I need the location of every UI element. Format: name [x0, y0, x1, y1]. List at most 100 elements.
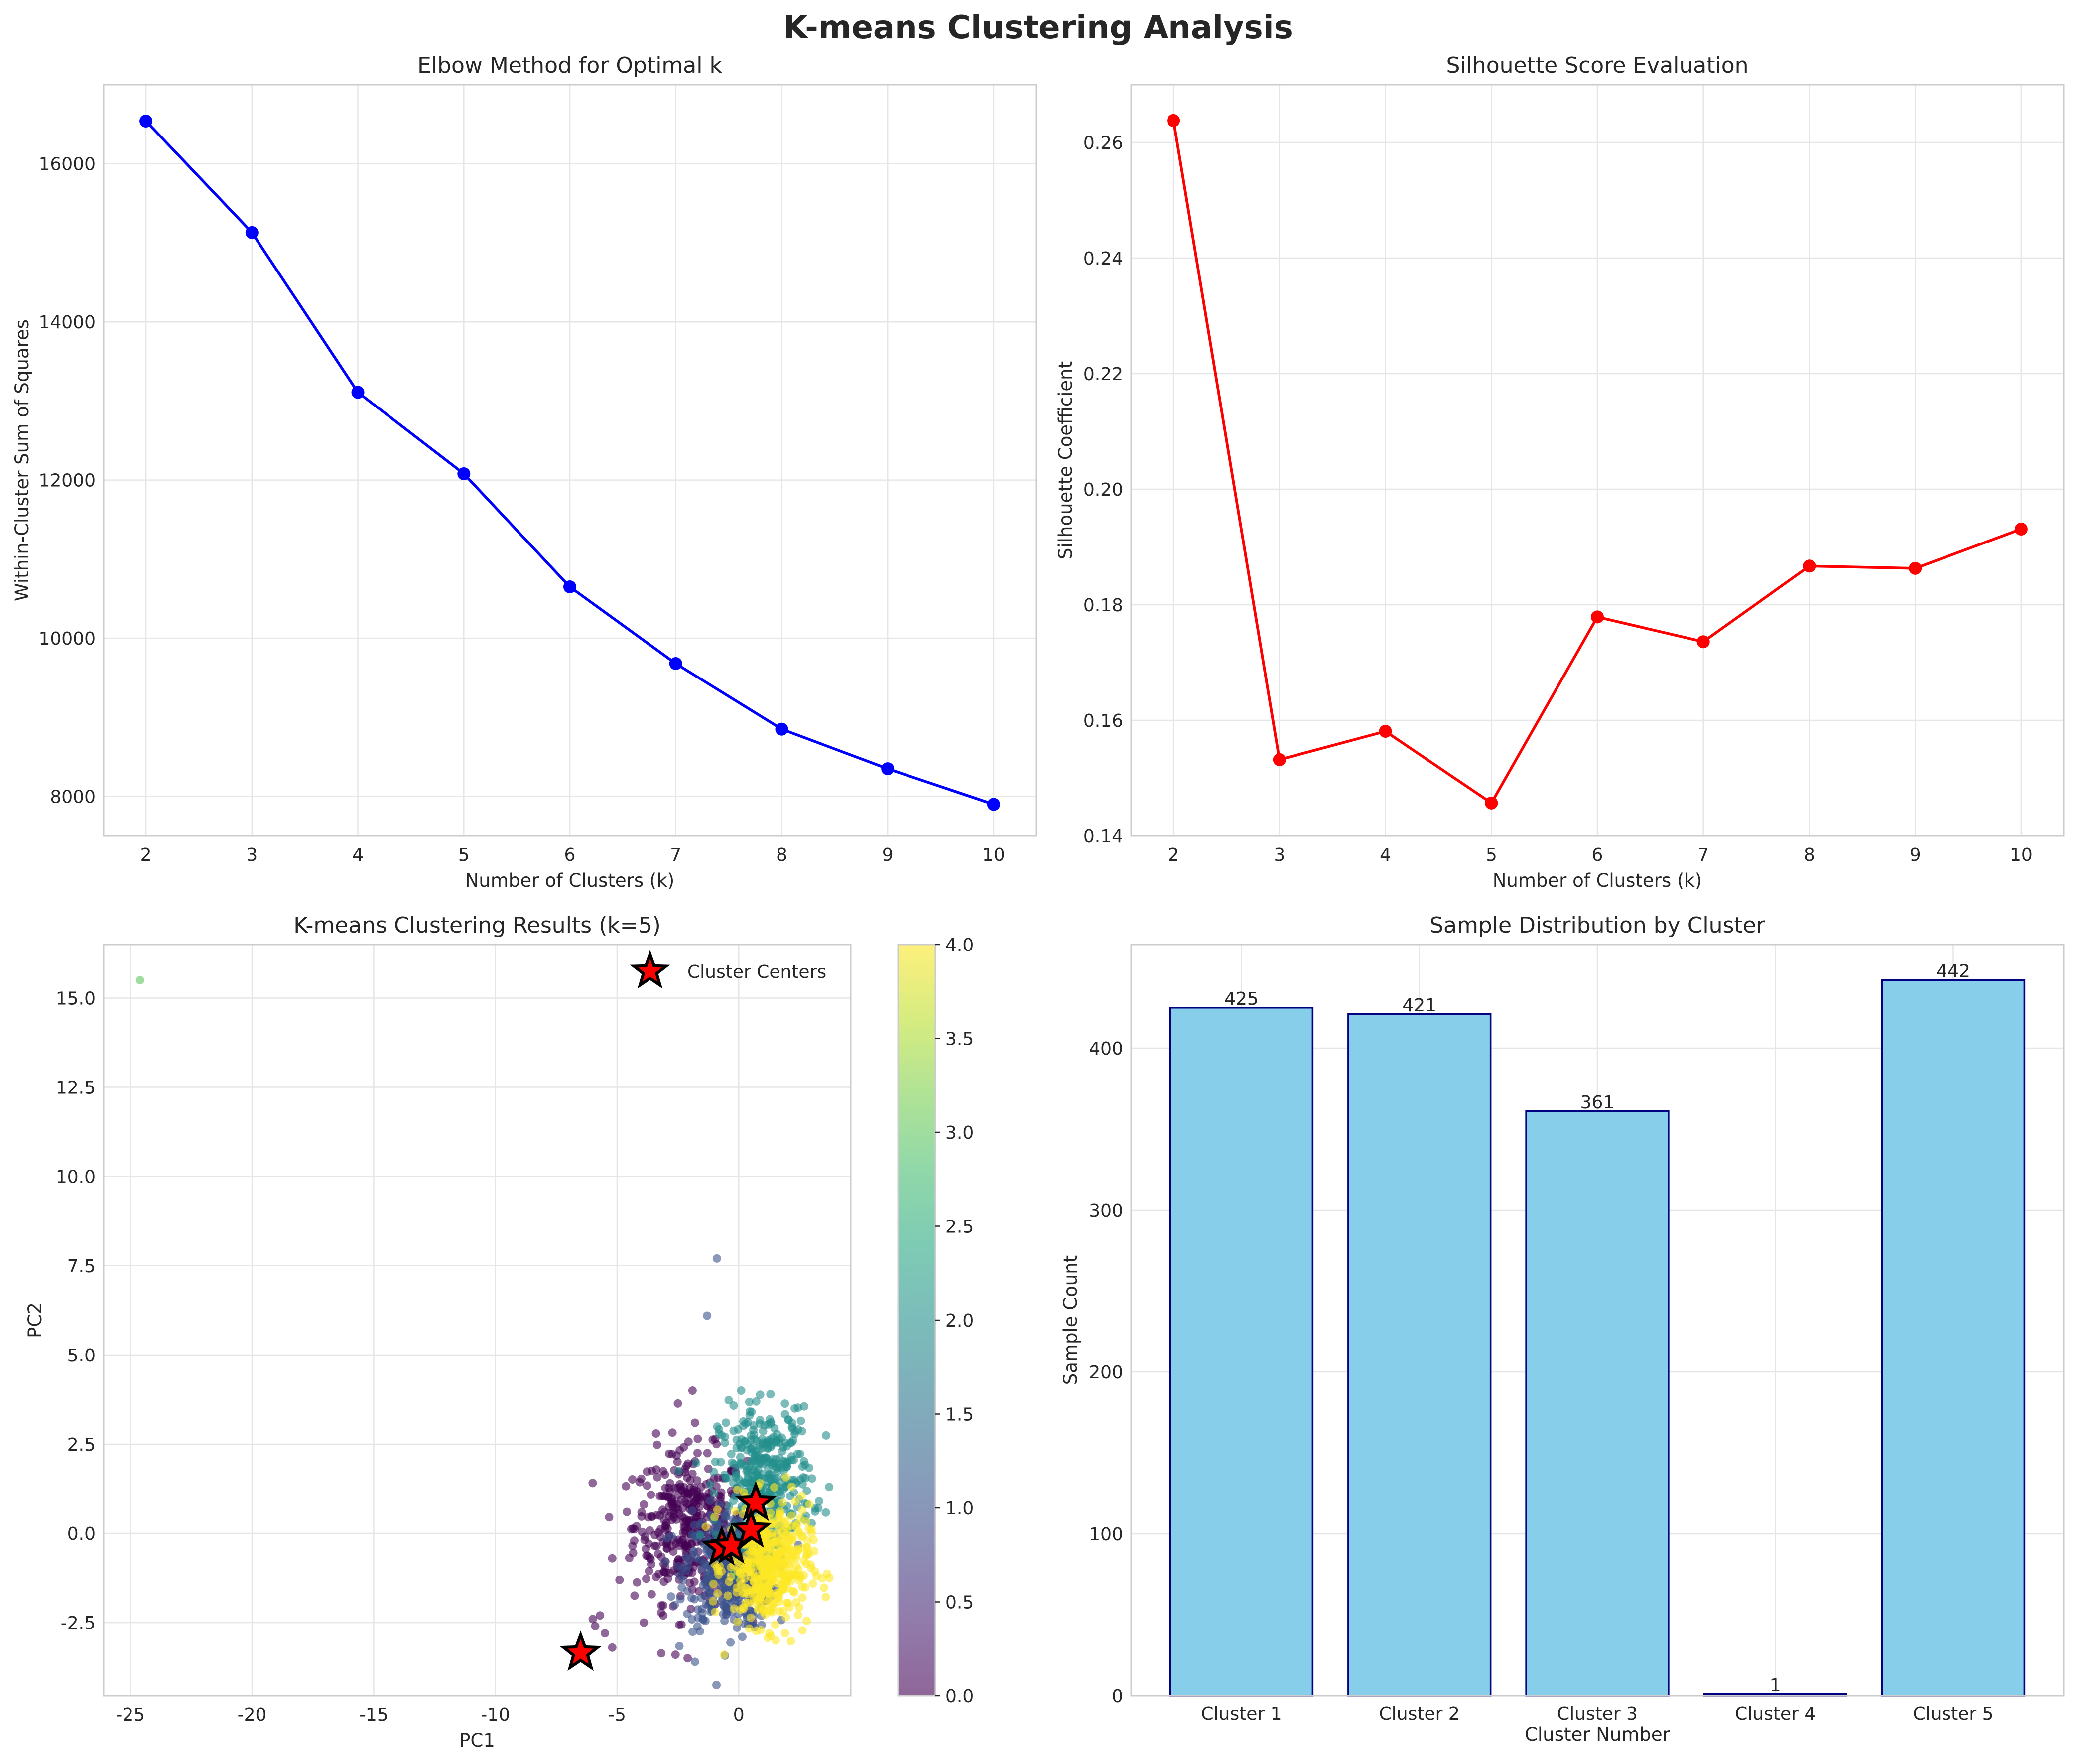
- scatter-point: [751, 1585, 760, 1594]
- x-tick-label: 3: [246, 845, 258, 865]
- scatter-point: [640, 1618, 649, 1627]
- scatter-point: [601, 1629, 609, 1638]
- scatter-point: [596, 1611, 605, 1620]
- scatter-point: [776, 1459, 785, 1468]
- colorbar-tick-label: 4.0: [945, 935, 974, 955]
- x-tick-label: 4: [352, 845, 364, 865]
- x-tick-label: 8: [776, 845, 787, 865]
- scatter-point: [798, 1626, 807, 1635]
- scatter-point: [683, 1654, 692, 1663]
- x-tick-label: 10: [2010, 845, 2033, 865]
- scatter-point: [683, 1609, 692, 1618]
- y-axis-label: Silhouette Coefficient: [1055, 361, 1076, 559]
- scatter-point: [818, 1574, 827, 1583]
- x-tick-label: Cluster 4: [1735, 1704, 1816, 1724]
- scatter-point: [733, 1486, 742, 1494]
- scatter-point: [789, 1456, 798, 1465]
- scatter-point: [676, 1538, 685, 1547]
- scatter-point: [722, 1611, 731, 1620]
- scatter-point: [608, 1643, 617, 1652]
- x-tick-label: 4: [1380, 845, 1391, 865]
- scatter-point: [667, 1532, 676, 1541]
- scatter-point: [671, 1650, 680, 1659]
- scatter-point: [630, 1536, 639, 1545]
- legend-label: Cluster Centers: [687, 962, 826, 982]
- scatter-point: [720, 1438, 729, 1447]
- scatter-point: [673, 1457, 682, 1466]
- x-tick-label: 9: [882, 845, 894, 865]
- scatter-point: [766, 1390, 775, 1399]
- scatter-point: [653, 1549, 662, 1558]
- scatter-point: [689, 1547, 698, 1556]
- scatter-point: [605, 1513, 614, 1522]
- scatter-point: [735, 1564, 744, 1573]
- bar: [1169, 1007, 1314, 1697]
- colorbar-tick-label: 1.0: [945, 1498, 974, 1519]
- scatter-point: [780, 1399, 789, 1408]
- line-chart-panel-2: 2 3 4 5 6 7 8 9 10 0.14 0.16 0.18 0.20 0.22 0.24 0.26 Si…: [1055, 53, 2065, 891]
- scatter-point: [644, 1513, 652, 1522]
- y-tick-label: 0.22: [1083, 364, 1123, 385]
- plot-frame: [103, 84, 1037, 837]
- scatter-point: [815, 1497, 823, 1506]
- scatter-point: [718, 1577, 727, 1586]
- scatter-point: [588, 1479, 597, 1488]
- y-tick-label: 12000: [38, 471, 96, 491]
- scatter-point: [667, 1542, 676, 1551]
- scatter-point: [776, 1509, 784, 1518]
- scatter-point: [693, 1476, 702, 1485]
- bar: [1525, 1110, 1670, 1697]
- scatter-point: [779, 1443, 787, 1452]
- bar-value-label: 361: [1580, 1092, 1615, 1113]
- x-tick-label: 7: [670, 845, 681, 865]
- scatter-point: [809, 1535, 818, 1544]
- scatter-point: [694, 1587, 703, 1596]
- colorbar-tick-label: 0.0: [945, 1686, 974, 1707]
- scatter-point: [720, 1650, 729, 1659]
- scatter-point: [696, 1531, 705, 1540]
- scatter-point: [710, 1489, 719, 1497]
- x-tick-label: 10: [982, 845, 1005, 865]
- data-point: [1273, 753, 1286, 766]
- scatter-point: [721, 1418, 730, 1427]
- data-point: [1909, 561, 1922, 575]
- scatter-point: [787, 1483, 796, 1491]
- scatter-point: [791, 1497, 800, 1506]
- scatter-point: [633, 1578, 642, 1587]
- scatter-point: [588, 1615, 597, 1624]
- data-point: [139, 115, 153, 128]
- scatter-point: [745, 1624, 754, 1633]
- scatter-point: [822, 1431, 831, 1440]
- scatter-point: [682, 1553, 691, 1562]
- scatter-point: [768, 1600, 777, 1609]
- plot-frame: [103, 944, 852, 1697]
- y-tick-label: 0.26: [1083, 133, 1123, 153]
- scatter-point: [712, 1254, 721, 1263]
- scatter-point: [793, 1546, 802, 1555]
- scatter-point: [762, 1453, 771, 1462]
- y-tick-label: 0.16: [1083, 711, 1123, 731]
- y-tick-label: 100: [1089, 1524, 1123, 1545]
- x-axis-label: PC1: [459, 1730, 495, 1751]
- scatter-point: [720, 1511, 729, 1520]
- scatter-point: [761, 1610, 770, 1619]
- colorbar-tick-label: 1.5: [945, 1405, 974, 1425]
- scatter-point: [740, 1437, 749, 1446]
- scatter-point: [803, 1536, 812, 1545]
- scatter-point: [674, 1467, 683, 1476]
- scatter-point: [645, 1567, 653, 1576]
- scatter-point: [779, 1518, 788, 1527]
- data-point: [1167, 114, 1180, 127]
- panel-title: Elbow Method for Optimal k: [417, 53, 722, 78]
- scatter-point: [747, 1407, 756, 1416]
- scatter-point: [684, 1437, 693, 1446]
- scatter-point: [690, 1418, 699, 1427]
- scatter-point: [659, 1611, 668, 1620]
- scatter-point: [745, 1397, 754, 1406]
- scatter-point: [675, 1621, 684, 1629]
- data-point: [563, 580, 576, 593]
- scatter-point: [659, 1467, 668, 1476]
- scatter-point: [670, 1601, 679, 1610]
- y-tick-label: 0: [1112, 1686, 1123, 1707]
- scatter-point: [647, 1491, 655, 1499]
